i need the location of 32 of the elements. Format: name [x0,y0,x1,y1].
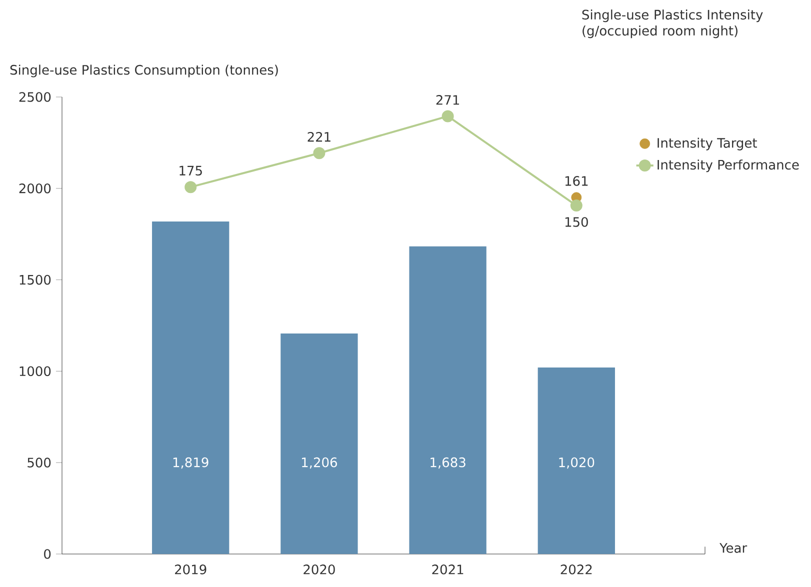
point [570,200,582,212]
bar [409,246,486,554]
x-tick-label: 2019 [175,564,206,574]
data-label: 1,819 [173,457,208,469]
data-label: 161 [565,176,588,186]
text: Single-use Plastics Intensity (g/occupied room night) [582,10,763,38]
x-tick-label: 2022 [560,564,592,574]
point [442,110,454,122]
point [313,147,326,160]
x-tick-label: 2021 [432,564,464,574]
y-axis-title: Single-use Plastics Consumption (tonnes) [10,64,278,78]
y-tick-label: 1000 [20,366,51,376]
legend-label: Intensity Performance [658,160,799,172]
x-tick-label: 2020 [304,564,335,574]
data-label: 175 [180,166,202,176]
bar [538,368,615,554]
bar [280,334,358,554]
y-tick-label: 0 [44,549,51,559]
data-label: 221 [308,132,330,142]
y-tick-label: 2000 [19,183,51,194]
data-label: 1,683 [430,457,466,469]
y-tick-label: 500 [28,458,51,468]
data-label: 1,020 [559,457,594,469]
y-tick-label: 1500 [20,274,51,285]
legend-label: Intensity Target [658,138,758,150]
bar [152,221,230,554]
point [184,181,197,194]
x-axis-title: Year [720,543,748,553]
data-label: 1,206 [302,457,337,469]
data-label: 271 [436,95,460,105]
data-label: 150 [565,217,588,227]
y-tick-label: 2500 [19,92,51,102]
